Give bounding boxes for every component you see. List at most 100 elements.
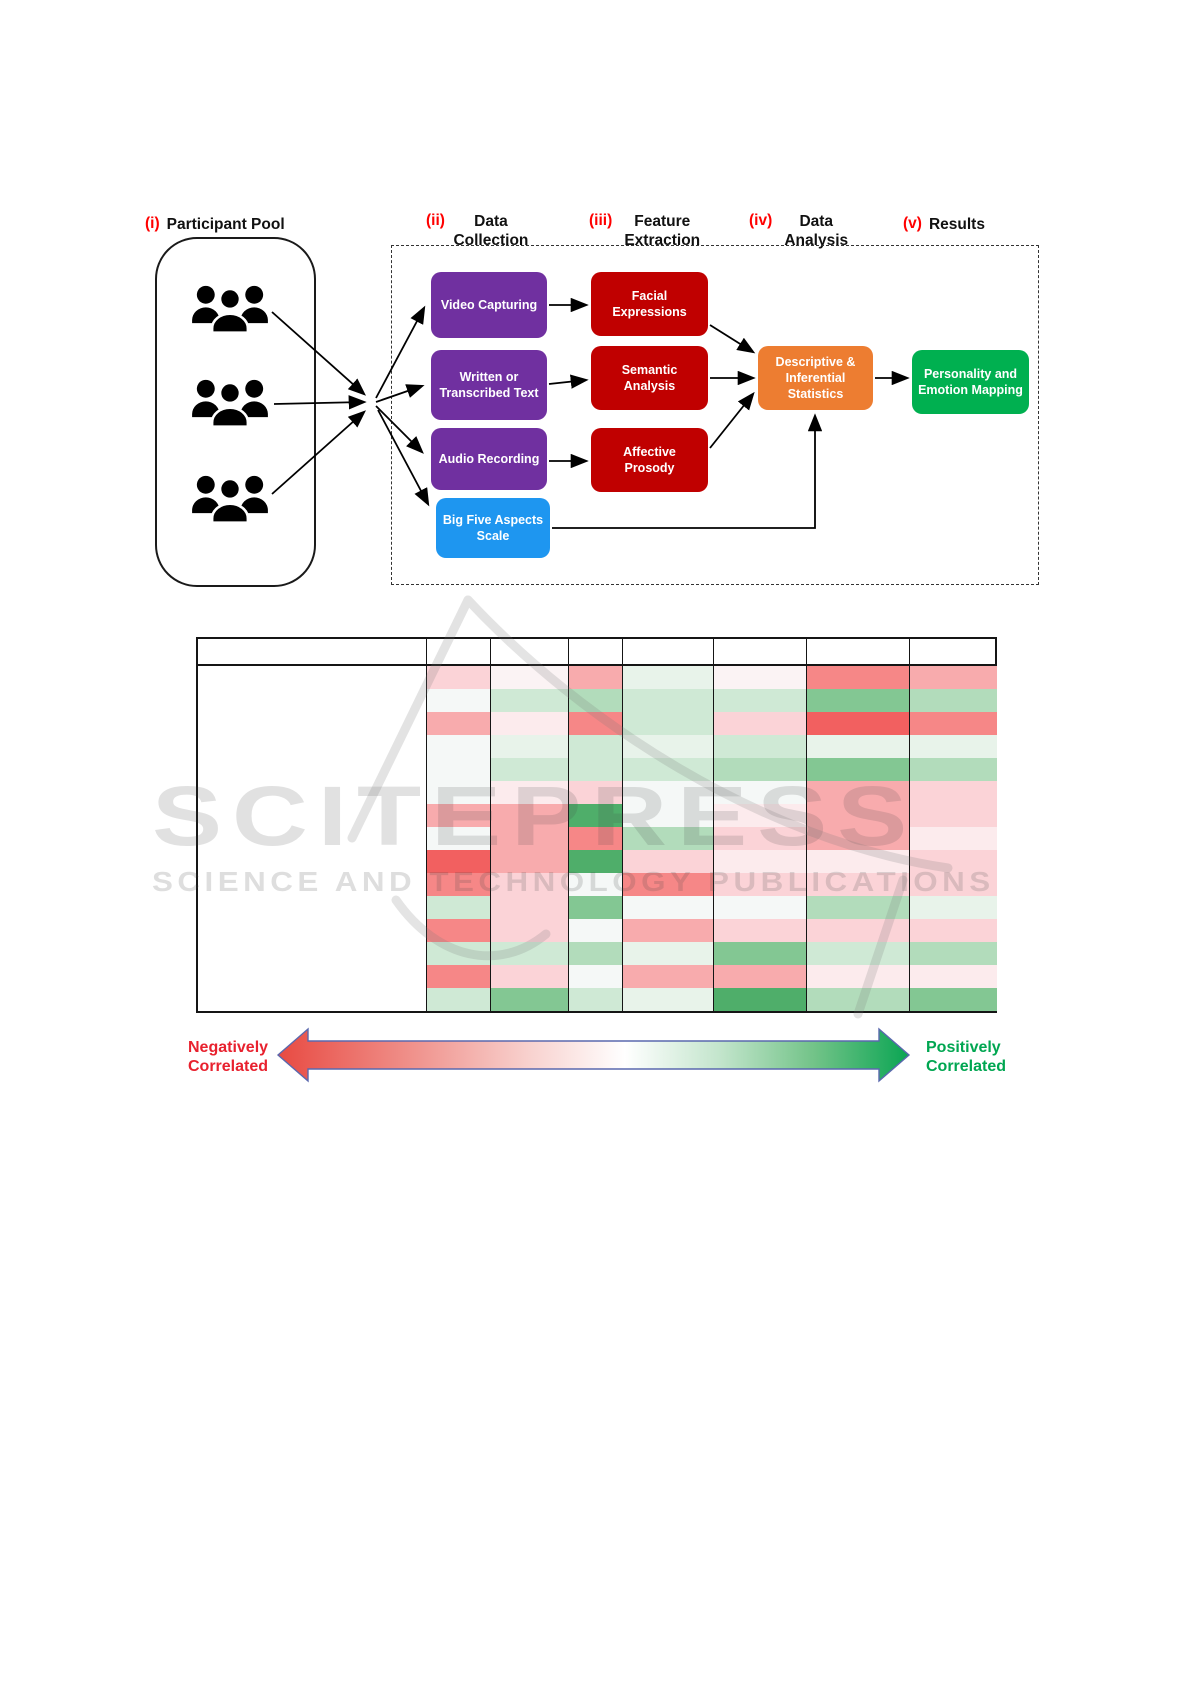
heatmap-cell [713, 689, 806, 712]
heatmap-cell [568, 873, 622, 896]
heatmap-cell [490, 873, 568, 896]
personality-mapping-box: Personality and Emotion Mapping [912, 350, 1029, 414]
facial-expressions-box: Facial Expressions [591, 272, 708, 336]
heatmap-cell [568, 689, 622, 712]
heatmap-cell [568, 758, 622, 781]
heatmap-cell [713, 781, 806, 804]
heatmap-cell [713, 965, 806, 988]
heatmap-cell [568, 804, 622, 827]
heatmap-cell [806, 804, 909, 827]
heatmap-column-divider [806, 639, 808, 1011]
heatmap-cell [909, 666, 997, 689]
heatmap-column-divider [490, 639, 492, 1011]
heatmap-cell [426, 666, 490, 689]
positively-correlated-label: Positively Correlated [926, 1039, 1007, 1075]
semantic-analysis-box: Semantic Analysis [591, 346, 708, 410]
heatmap-cell [909, 712, 997, 735]
heatmap-cell [568, 781, 622, 804]
heatmap-cell [806, 735, 909, 758]
heatmap-cell [568, 896, 622, 919]
heatmap-cell [568, 988, 622, 1011]
heatmap-cell [622, 666, 713, 689]
heatmap-cell [426, 712, 490, 735]
heatmap-cell [622, 873, 713, 896]
heatmap-cell [806, 712, 909, 735]
heatmap-cell [426, 896, 490, 919]
heatmap-cell [490, 919, 568, 942]
participants-group-icon [190, 474, 270, 524]
heatmap-cell [909, 919, 997, 942]
heatmap-cell [806, 988, 909, 1011]
heatmap-cell [806, 965, 909, 988]
heatmap-cell [426, 804, 490, 827]
written-text-box: Written or Transcribed Text [431, 350, 547, 420]
heatmap-cell [622, 965, 713, 988]
big-five-aspects-box: Big Five Aspects Scale [436, 498, 550, 558]
heatmap-cell [490, 942, 568, 965]
heatmap-cell [909, 735, 997, 758]
heatmap-cell [806, 942, 909, 965]
heatmap-header-row [198, 639, 995, 666]
heatmap-cell [568, 850, 622, 873]
heatmap-cell [490, 666, 568, 689]
heatmap-cell [713, 735, 806, 758]
heatmap-cell [909, 804, 997, 827]
heatmap-cell [909, 965, 997, 988]
heatmap-cell [568, 919, 622, 942]
heatmap-cell [713, 919, 806, 942]
stage-numeral-v: (v) [903, 215, 922, 232]
heatmap-cell [713, 942, 806, 965]
heatmap-cell [622, 850, 713, 873]
heatmap-cell [568, 942, 622, 965]
heatmap-cell [806, 781, 909, 804]
heatmap-cell [490, 965, 568, 988]
heatmap-cell [490, 827, 568, 850]
heatmap-cell [568, 712, 622, 735]
heatmap-cell [426, 758, 490, 781]
heatmap-column-divider [622, 639, 624, 1011]
heatmap-cell [806, 896, 909, 919]
heatmap-cell [806, 919, 909, 942]
heatmap-cell [490, 988, 568, 1011]
heatmap-cell [622, 712, 713, 735]
video-capturing-box: Video Capturing [431, 272, 547, 338]
heatmap-cell [909, 873, 997, 896]
heatmap-cell [713, 758, 806, 781]
heatmap-cell [490, 689, 568, 712]
stage-results: (v) Results [903, 215, 985, 234]
heatmap-cell [568, 827, 622, 850]
heatmap-cell [426, 988, 490, 1011]
participants-group-icon [190, 378, 270, 428]
heatmap-cell [426, 965, 490, 988]
heatmap-cell [622, 735, 713, 758]
heatmap-cell [490, 712, 568, 735]
heatmap-cell [426, 781, 490, 804]
stage-label-results: Results [928, 216, 985, 233]
heatmap-cell [806, 689, 909, 712]
heatmap-cell [909, 942, 997, 965]
heatmap-cell [713, 712, 806, 735]
heatmap-cell [622, 827, 713, 850]
watermark-title: SCITEPRESS [152, 769, 918, 863]
heatmap-cell [909, 827, 997, 850]
heatmap-cell [909, 758, 997, 781]
heatmap-cell [426, 735, 490, 758]
heatmap-cell [622, 781, 713, 804]
heatmap-cell [568, 965, 622, 988]
heatmap-cell [426, 942, 490, 965]
stage-participant-pool: (i) Participant Pool [145, 215, 285, 234]
heatmap-cell [713, 850, 806, 873]
heatmap-grid [426, 666, 997, 1011]
participants-group-icon [190, 284, 270, 334]
negatively-correlated-label: Negatively Correlated [188, 1039, 269, 1075]
descriptive-statistics-box: Descriptive & Inferential Statistics [758, 346, 873, 410]
heatmap-column-divider [713, 639, 715, 1011]
heatmap-cell [909, 850, 997, 873]
heatmap-cell [713, 988, 806, 1011]
stage-label-participant-pool: Participant Pool [166, 216, 285, 233]
heatmap-cell [713, 873, 806, 896]
heatmap-cell [568, 666, 622, 689]
heatmap-cell [426, 850, 490, 873]
heatmap-cell [806, 873, 909, 896]
